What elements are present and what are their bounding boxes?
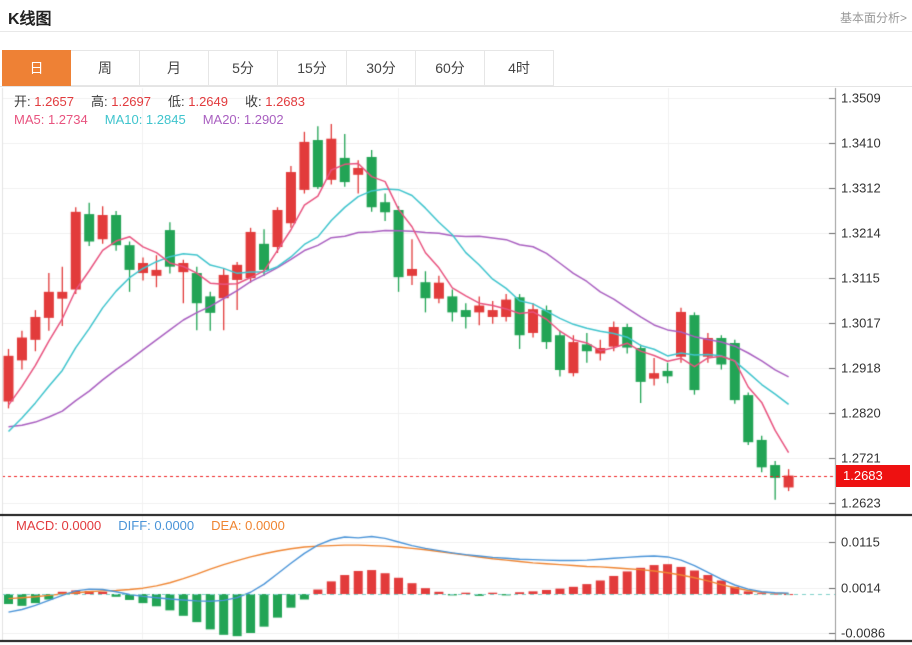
ma-legend: MA5: 1.2734 MA10: 1.2845 MA20: 1.2902 (14, 112, 301, 127)
tab-period-3[interactable]: 月 (140, 50, 209, 86)
page-title: K线图 (8, 11, 52, 28)
price-axis-tick-label: 1.3312 (841, 180, 881, 196)
tab-period-8[interactable]: 4时 (485, 50, 554, 86)
tab-bar-divider (0, 86, 912, 87)
legend-item: 开: 1.2657 (14, 94, 74, 109)
price-axis-tick-label: 1.3410 (841, 135, 881, 151)
header-divider (0, 31, 912, 32)
price-axis-tick-label: 1.3115 (841, 270, 880, 286)
price-axis-tick-label: 1.2623 (841, 495, 881, 511)
current-price-marker: 1.2683 (836, 465, 910, 487)
tab-period-7[interactable]: 60分 (416, 50, 485, 86)
legend-item: MA20: 1.2902 (202, 112, 284, 127)
tab-period-2[interactable]: 周 (71, 50, 140, 86)
legend-item: DIFF: 0.0000 (118, 518, 195, 533)
legend-item: MA10: 1.2845 (104, 112, 186, 127)
legend-item: DEA: 0.0000 (211, 518, 285, 533)
price-axis-tick-label: 1.3214 (841, 225, 881, 241)
legend-item: 低: 1.2649 (168, 94, 228, 109)
price-axis-tick-label: 1.2918 (841, 360, 881, 376)
tab-period-1[interactable]: 日 (2, 50, 71, 86)
price-axis-tick-label: 1.3509 (841, 90, 881, 106)
period-tab-bar: 日周月 5分 15分 30分 60分 4时 (2, 50, 554, 86)
macd-axis-tick-label: 0.0014 (841, 580, 881, 596)
legend-item: 高: 1.2697 (91, 94, 151, 109)
price-axis-tick-label: 1.2820 (841, 405, 881, 421)
price-axis-tick-label: 1.2721 (841, 450, 881, 466)
macd-axis-tick-label: 0.0115 (841, 534, 880, 550)
tab-period-5[interactable]: 15分 (278, 50, 347, 86)
ohlc-legend: 开: 1.2657 高: 1.2697 低: 1.2649 收: 1.2683 (14, 91, 322, 110)
fundamental-analysis-link[interactable]: 基本面分析> (839, 11, 907, 25)
tab-period-6[interactable]: 30分 (347, 50, 416, 86)
legend-item: MA5: 1.2734 (14, 112, 88, 127)
legend-item: MACD: 0.0000 (16, 518, 102, 533)
tab-period-4[interactable]: 5分 (209, 50, 278, 86)
macd-legend: MACD: 0.0000 DIFF: 0.0000 DEA: 0.0000 (16, 518, 302, 533)
macd-axis-tick-label: -0.0086 (841, 625, 886, 641)
price-axis-tick-label: 1.3017 (841, 315, 881, 331)
legend-item: 收: 1.2683 (245, 94, 305, 109)
